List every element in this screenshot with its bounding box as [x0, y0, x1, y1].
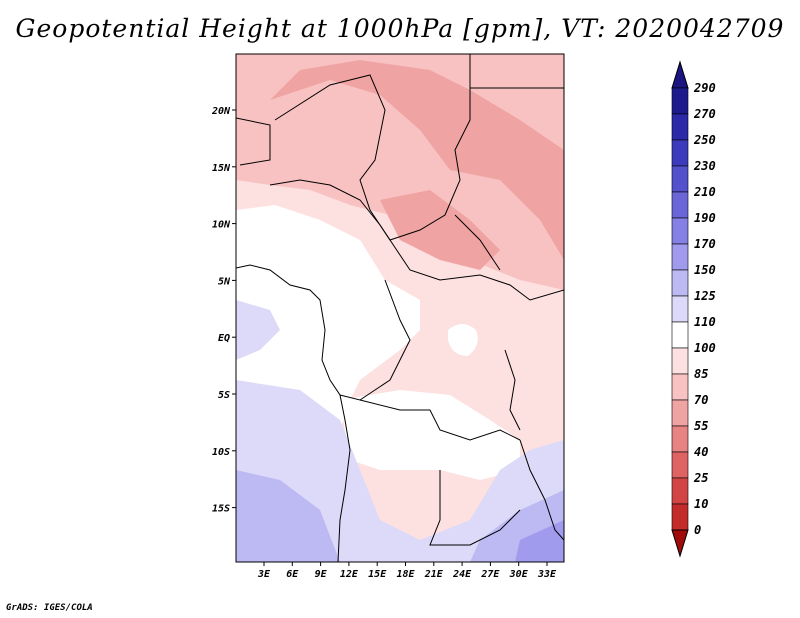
- border-sudan: [454, 214, 501, 271]
- border-zambia: [429, 470, 521, 546]
- colorbar-segment: [671, 321, 689, 349]
- colorbar-top-arrow: [671, 60, 689, 89]
- colorbar-segment: [671, 191, 689, 219]
- colorbar-label: 0: [694, 523, 701, 537]
- field-110-125-south: [340, 390, 520, 480]
- x-tick-label: 3E: [257, 569, 271, 580]
- colorbar-segment: [671, 425, 689, 453]
- colorbar-segment: [671, 373, 689, 401]
- x-tick-label: 21E: [424, 569, 444, 580]
- map-frame: [235, 53, 565, 563]
- colorbar-label: 230: [693, 159, 716, 173]
- colorbar-label: 150: [694, 263, 716, 277]
- border-drc-angola: [359, 399, 521, 441]
- colorbar-label: 125: [694, 289, 716, 303]
- colorbar-label: 250: [693, 133, 716, 147]
- colorbar-segment: [671, 217, 689, 245]
- x-tick-label: 24E: [452, 569, 472, 580]
- colorbar-label: 110: [694, 315, 716, 329]
- y-tick-label: 5S: [218, 390, 230, 401]
- colorbar-segment: [671, 87, 689, 115]
- height-field: [236, 54, 564, 562]
- colorbar-label: 85: [694, 367, 708, 381]
- field-110-125-lake: [448, 324, 478, 356]
- colorbar-segment: [671, 165, 689, 193]
- border-nigeria: [269, 179, 381, 226]
- colorbar-label: 40: [694, 445, 708, 459]
- y-tick-label: EQ: [218, 333, 230, 344]
- x-tick-label: 12E: [340, 569, 359, 580]
- y-tick-label: 10S: [212, 447, 230, 458]
- x-tick-label: 27E: [480, 569, 500, 580]
- colorbar-segment: [671, 399, 689, 427]
- colorbar-label: 10: [694, 497, 708, 511]
- field-70-85-north: [270, 60, 564, 260]
- colorbar-label: 70: [694, 393, 708, 407]
- y-tick-label: 15S: [212, 504, 230, 515]
- coastline: [236, 264, 351, 562]
- colorbar-segment: [671, 243, 689, 271]
- border-mozambique: [519, 439, 564, 541]
- y-axis: 20N 15N 10N 5N EQ 5S 10S 15S: [211, 106, 236, 515]
- lake-tanganyika: [504, 349, 521, 431]
- colorbar: 2902702502302101901701501251101008570554…: [671, 60, 716, 558]
- borders: [236, 54, 564, 562]
- colorbar-segment: [671, 451, 689, 479]
- colorbar-segment: [671, 477, 689, 505]
- y-tick-label: 15N: [212, 163, 231, 174]
- colorbar-label: 100: [694, 341, 716, 355]
- colorbar-label: 210: [693, 185, 716, 199]
- y-tick-label: 20N: [211, 106, 231, 117]
- colorbar-segment: [671, 113, 689, 141]
- field-125-150-equator: [236, 300, 280, 360]
- colorbar-segment: [671, 269, 689, 297]
- border-mali: [236, 117, 271, 166]
- x-tick-label: 33E: [537, 569, 557, 580]
- colorbar-segment: [671, 295, 689, 323]
- colorbar-label: 290: [693, 81, 716, 95]
- x-tick-label: 9E: [315, 569, 328, 580]
- field-170-190-se: [515, 520, 564, 562]
- y-tick-label: 10N: [212, 220, 231, 231]
- grads-credit: GrADS: IGES/COLA: [6, 603, 93, 613]
- x-tick-label: 18E: [396, 569, 415, 580]
- colorbar-segment: [671, 139, 689, 167]
- x-tick-label: 30E: [509, 569, 529, 580]
- x-tick-label: 6E: [286, 569, 299, 580]
- colorbar-segment: [671, 347, 689, 375]
- colorbar-label: 170: [694, 237, 716, 251]
- colorbar-label: 25: [693, 471, 708, 485]
- x-axis: 3E 6E 9E 12E 15E 18E 21E 24E 27E 30E 33E: [257, 562, 557, 580]
- y-tick-label: 5N: [218, 276, 231, 287]
- colorbar-bottom-arrow: [671, 529, 689, 558]
- chart-title: Geopotential Height at 1000hPa [gpm], VT…: [15, 14, 785, 43]
- colorbar-label: 270: [693, 107, 716, 121]
- field-150-170-sw: [236, 470, 340, 562]
- border-car-south: [379, 224, 564, 301]
- field-70-85-center: [380, 190, 500, 270]
- colorbar-segment: [671, 503, 689, 531]
- colorbar-label: 55: [694, 419, 708, 433]
- colorbar-label: 190: [694, 211, 716, 225]
- x-tick-label: 15E: [368, 569, 387, 580]
